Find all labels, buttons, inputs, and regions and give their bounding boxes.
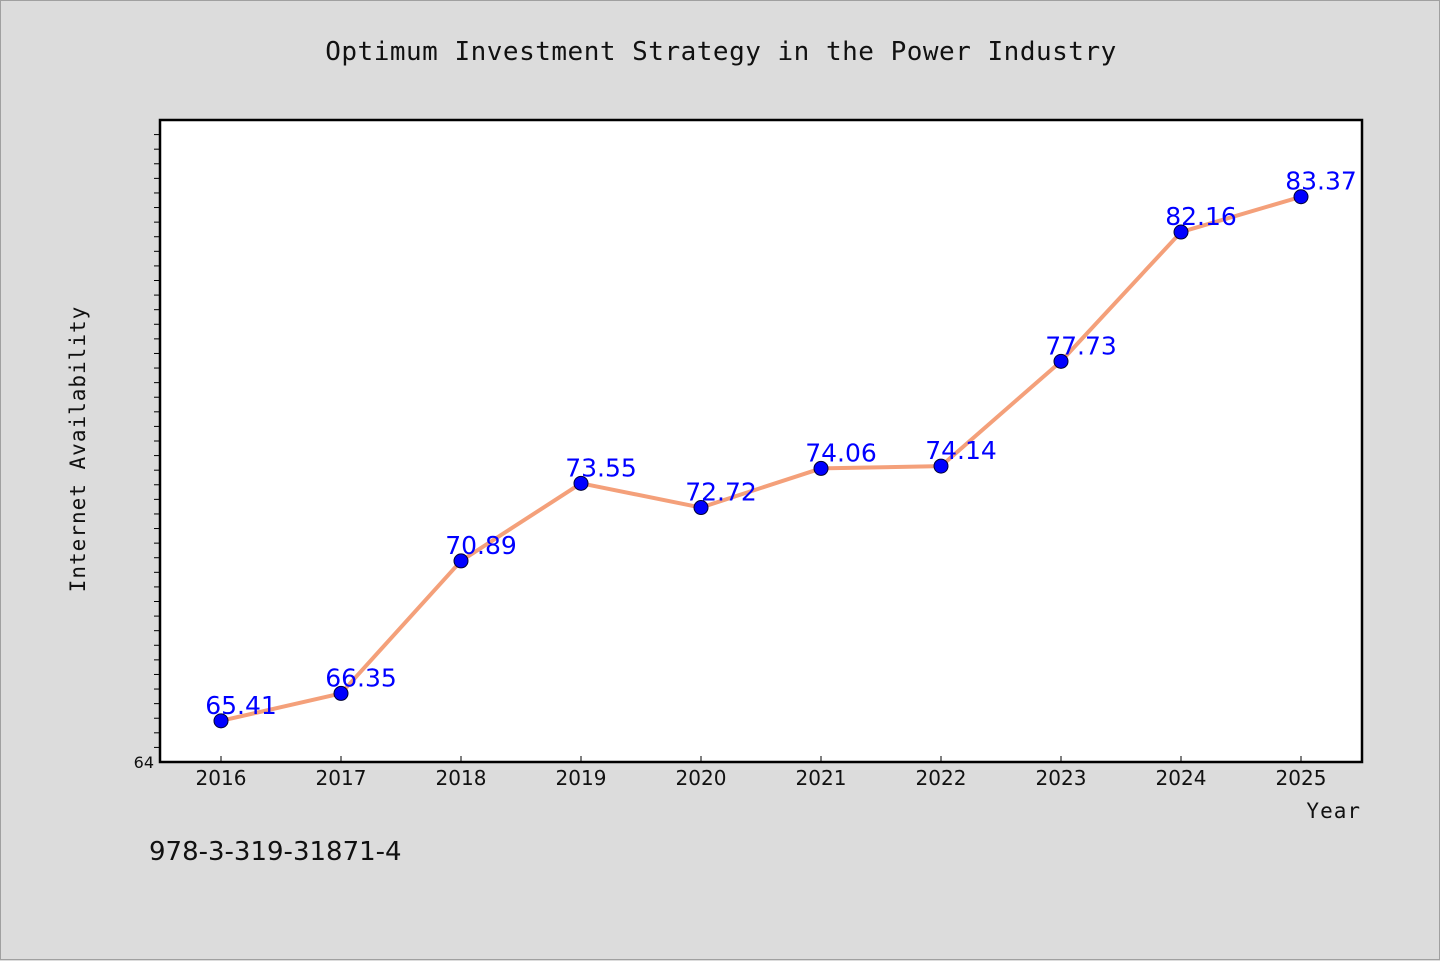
y-tick-label: 64 xyxy=(134,753,154,772)
x-tick-label: 2019 xyxy=(556,766,607,790)
data-point xyxy=(933,458,949,474)
data-point xyxy=(573,475,589,491)
data-label: 74.06 xyxy=(805,438,877,467)
x-axis-title: Year xyxy=(1306,799,1361,823)
data-point xyxy=(1173,224,1189,240)
data-point xyxy=(693,500,709,516)
data-label: 66.35 xyxy=(325,663,397,692)
data-label: 82.16 xyxy=(1165,202,1237,231)
x-tick-label: 2018 xyxy=(436,766,487,790)
data-label: 77.73 xyxy=(1045,331,1117,360)
data-label: 72.72 xyxy=(685,478,757,507)
x-tick-label: 2020 xyxy=(676,766,727,790)
data-point xyxy=(1293,189,1309,205)
y-axis-title: Internet Availability xyxy=(66,306,90,593)
x-tick-label: 2024 xyxy=(1156,766,1207,790)
data-label: 70.89 xyxy=(445,531,517,560)
data-point xyxy=(453,553,469,569)
y-axis-ticks: 64 xyxy=(134,134,160,772)
x-tick-label: 2022 xyxy=(916,766,967,790)
chart-title: Optimum Investment Strategy in the Power… xyxy=(325,37,1117,67)
data-label: 65.41 xyxy=(205,691,277,720)
series-line xyxy=(220,194,1302,723)
isbn-text: 978-3-319-31871-4 xyxy=(149,837,402,867)
x-tick-label: 2017 xyxy=(316,766,367,790)
data-point xyxy=(813,460,829,476)
data-point xyxy=(333,685,349,701)
data-labels: 65.41 66.35 70.89 73.55 72.72 74.06 74.14 77.73… xyxy=(205,167,1357,720)
data-point xyxy=(1053,353,1069,369)
x-tick-label: 2025 xyxy=(1276,766,1327,790)
series-markers xyxy=(213,189,1309,729)
x-tick-label: 2021 xyxy=(796,766,847,790)
data-label: 74.14 xyxy=(925,436,997,465)
x-axis-ticks: 2016 2017 2018 2019 2020 2021 2022 2023 2024 2025 xyxy=(196,756,1327,790)
x-tick-label: 2016 xyxy=(196,766,247,790)
x-tick-label: 2023 xyxy=(1036,766,1087,790)
data-label: 83.37 xyxy=(1285,167,1357,196)
plot-area xyxy=(158,118,1364,764)
data-point xyxy=(213,713,229,729)
data-label: 73.55 xyxy=(565,453,637,482)
